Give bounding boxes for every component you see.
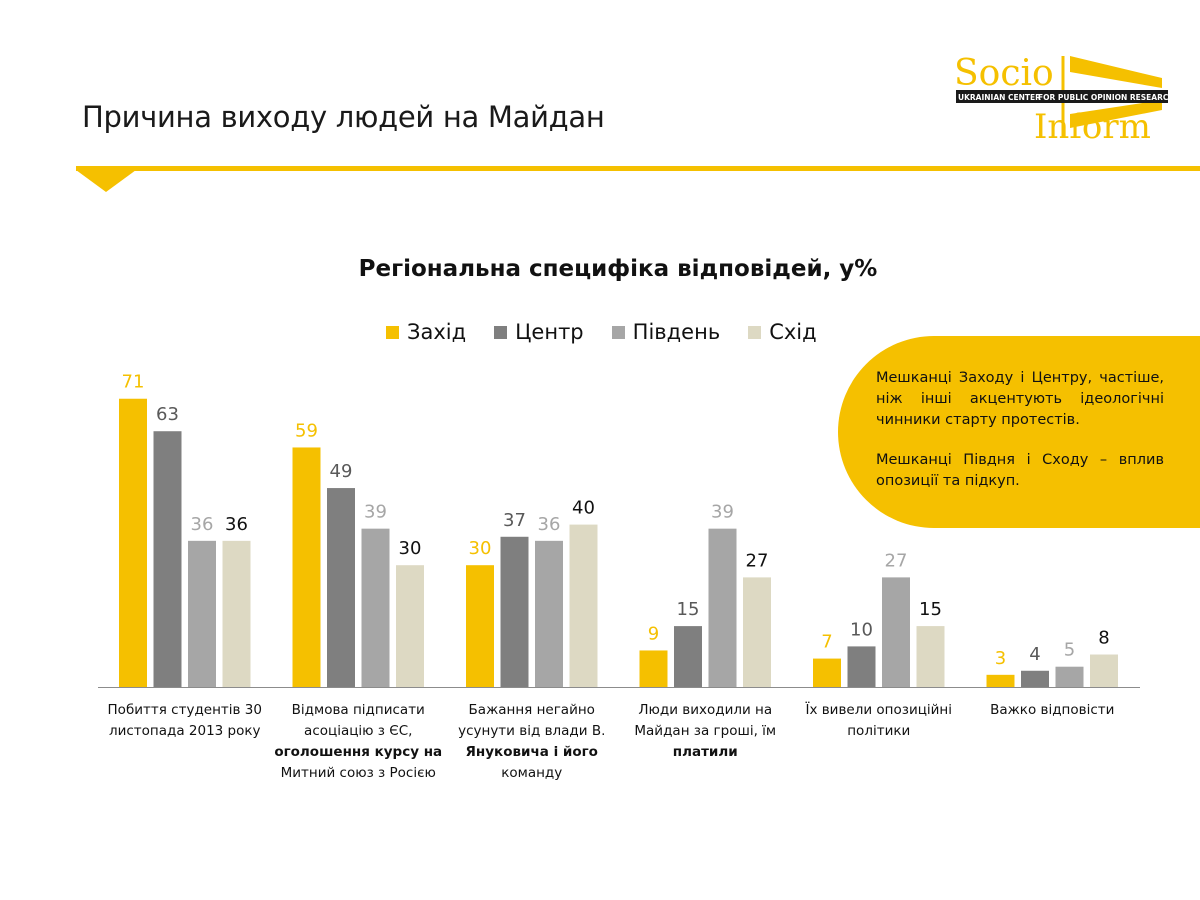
data-label: 59 <box>295 420 318 441</box>
legend-label: Схід <box>769 320 817 344</box>
category-label: Важко відповісти <box>962 700 1142 721</box>
svg-text:UKRAINIAN CENTER: UKRAINIAN CENTER <box>958 93 1041 102</box>
bar <box>292 447 321 687</box>
callout-paragraph-1: Мешканці Заходу і Центру, частіше, ніж і… <box>876 370 1164 428</box>
bar <box>222 540 251 687</box>
category-label-line: Їх вивели опозиційні політики <box>805 702 953 739</box>
svg-text:FOR PUBLIC OPINION RESEARCH: FOR PUBLIC OPINION RESEARCH <box>1038 93 1172 102</box>
callout-paragraph-2: Мешканці Півдня і Сходу – вплив опозиції… <box>876 452 1164 489</box>
title-underline <box>76 166 1200 171</box>
data-label: 3 <box>995 648 1006 669</box>
legend-item: Центр <box>494 320 584 344</box>
chart-legend: Захід Центр Південь Схід <box>386 320 817 344</box>
category-label-line: Побиття студентів 30 листопада 2013 року <box>107 702 262 739</box>
data-label: 27 <box>746 550 769 571</box>
data-label: 15 <box>919 599 942 620</box>
slide-title: Причина виходу людей на Майдан <box>82 100 605 134</box>
bar <box>1055 666 1084 687</box>
category-label: Відмова підписати асоціацію з ЄС, оголош… <box>268 700 448 784</box>
bar <box>327 488 355 687</box>
bar <box>466 565 494 687</box>
legend-item: Південь <box>611 320 721 344</box>
chart-title: Регіональна специфіка відповідей, у% <box>358 256 878 282</box>
category-label: Бажання негайно усунути від влади В. Яну… <box>442 700 622 784</box>
socioinform-logo: Socio Inform UKRAINIAN CENTER FOR PUBLIC… <box>954 53 1172 144</box>
data-label: 30 <box>469 538 492 559</box>
data-label: 40 <box>572 498 595 519</box>
category-label-line: Відмова підписати асоціацію з ЄС, <box>291 702 425 739</box>
bar <box>188 540 216 687</box>
legend-swatch <box>611 325 625 339</box>
data-label: 39 <box>711 502 734 523</box>
data-label: 36 <box>538 514 561 535</box>
legend-item: Захід <box>386 320 466 344</box>
legend-swatch <box>494 325 508 339</box>
svg-text:Inform: Inform <box>1034 107 1151 144</box>
callout-text: Мешканці Заходу і Центру, частіше, ніж і… <box>876 368 1164 511</box>
category-label-line: Януковича і його <box>465 744 598 760</box>
data-label: 27 <box>885 550 908 571</box>
title-underline-tab <box>76 170 136 192</box>
data-label: 5 <box>1064 640 1075 661</box>
data-label: 7 <box>821 632 832 653</box>
category-label: Їх вивели опозиційні політики <box>789 700 969 742</box>
legend-swatch <box>748 325 762 339</box>
legend-swatch <box>386 325 399 339</box>
category-label-line: Люди виходили на Майдан за гроші, їм <box>634 702 777 739</box>
category-label-line: Митний союз з Росією <box>280 765 436 781</box>
data-label: 49 <box>330 461 353 482</box>
bar <box>674 626 702 687</box>
data-label: 30 <box>399 538 422 559</box>
bar <box>535 540 563 687</box>
data-label: 71 <box>122 372 145 393</box>
bar <box>743 577 771 687</box>
svg-text:Socio: Socio <box>954 53 1054 94</box>
category-label-line: команду <box>501 765 563 781</box>
bar <box>361 528 390 687</box>
bar <box>1090 654 1118 687</box>
data-label: 36 <box>225 514 248 535</box>
data-label: 37 <box>503 510 526 531</box>
data-label: 36 <box>191 514 214 535</box>
bar <box>813 658 841 687</box>
category-label-line: платили <box>672 744 738 760</box>
data-label: 63 <box>156 404 179 425</box>
data-label: 15 <box>677 599 700 620</box>
callout-box <box>838 336 1200 528</box>
category-label: Побиття студентів 30 листопада 2013 року <box>95 700 275 742</box>
category-label-line: оголошення курсу на <box>274 744 443 760</box>
bar <box>569 524 598 687</box>
bar <box>396 565 424 687</box>
data-label: 8 <box>1098 628 1109 649</box>
legend-label: Центр <box>515 320 584 344</box>
bar <box>986 674 1015 687</box>
bar <box>916 626 945 687</box>
category-label-line: Бажання негайно усунути від влади В. <box>458 702 606 739</box>
category-label: Люди виходили на Майдан за гроші, їм пла… <box>615 700 795 763</box>
bar <box>119 398 147 687</box>
bar <box>847 646 876 687</box>
bar <box>1021 670 1049 687</box>
bar <box>882 577 910 687</box>
category-label-line: Важко відповісти <box>990 702 1115 718</box>
legend-item: Схід <box>748 320 817 344</box>
bar <box>639 650 668 687</box>
data-label: 10 <box>850 619 873 640</box>
bar <box>500 536 529 687</box>
legend-label: Південь <box>632 320 721 344</box>
bar <box>708 528 737 687</box>
legend-label: Захід <box>407 320 467 344</box>
data-label: 4 <box>1029 644 1040 665</box>
data-label: 39 <box>364 502 387 523</box>
bar <box>153 431 182 687</box>
data-label: 9 <box>648 623 659 644</box>
